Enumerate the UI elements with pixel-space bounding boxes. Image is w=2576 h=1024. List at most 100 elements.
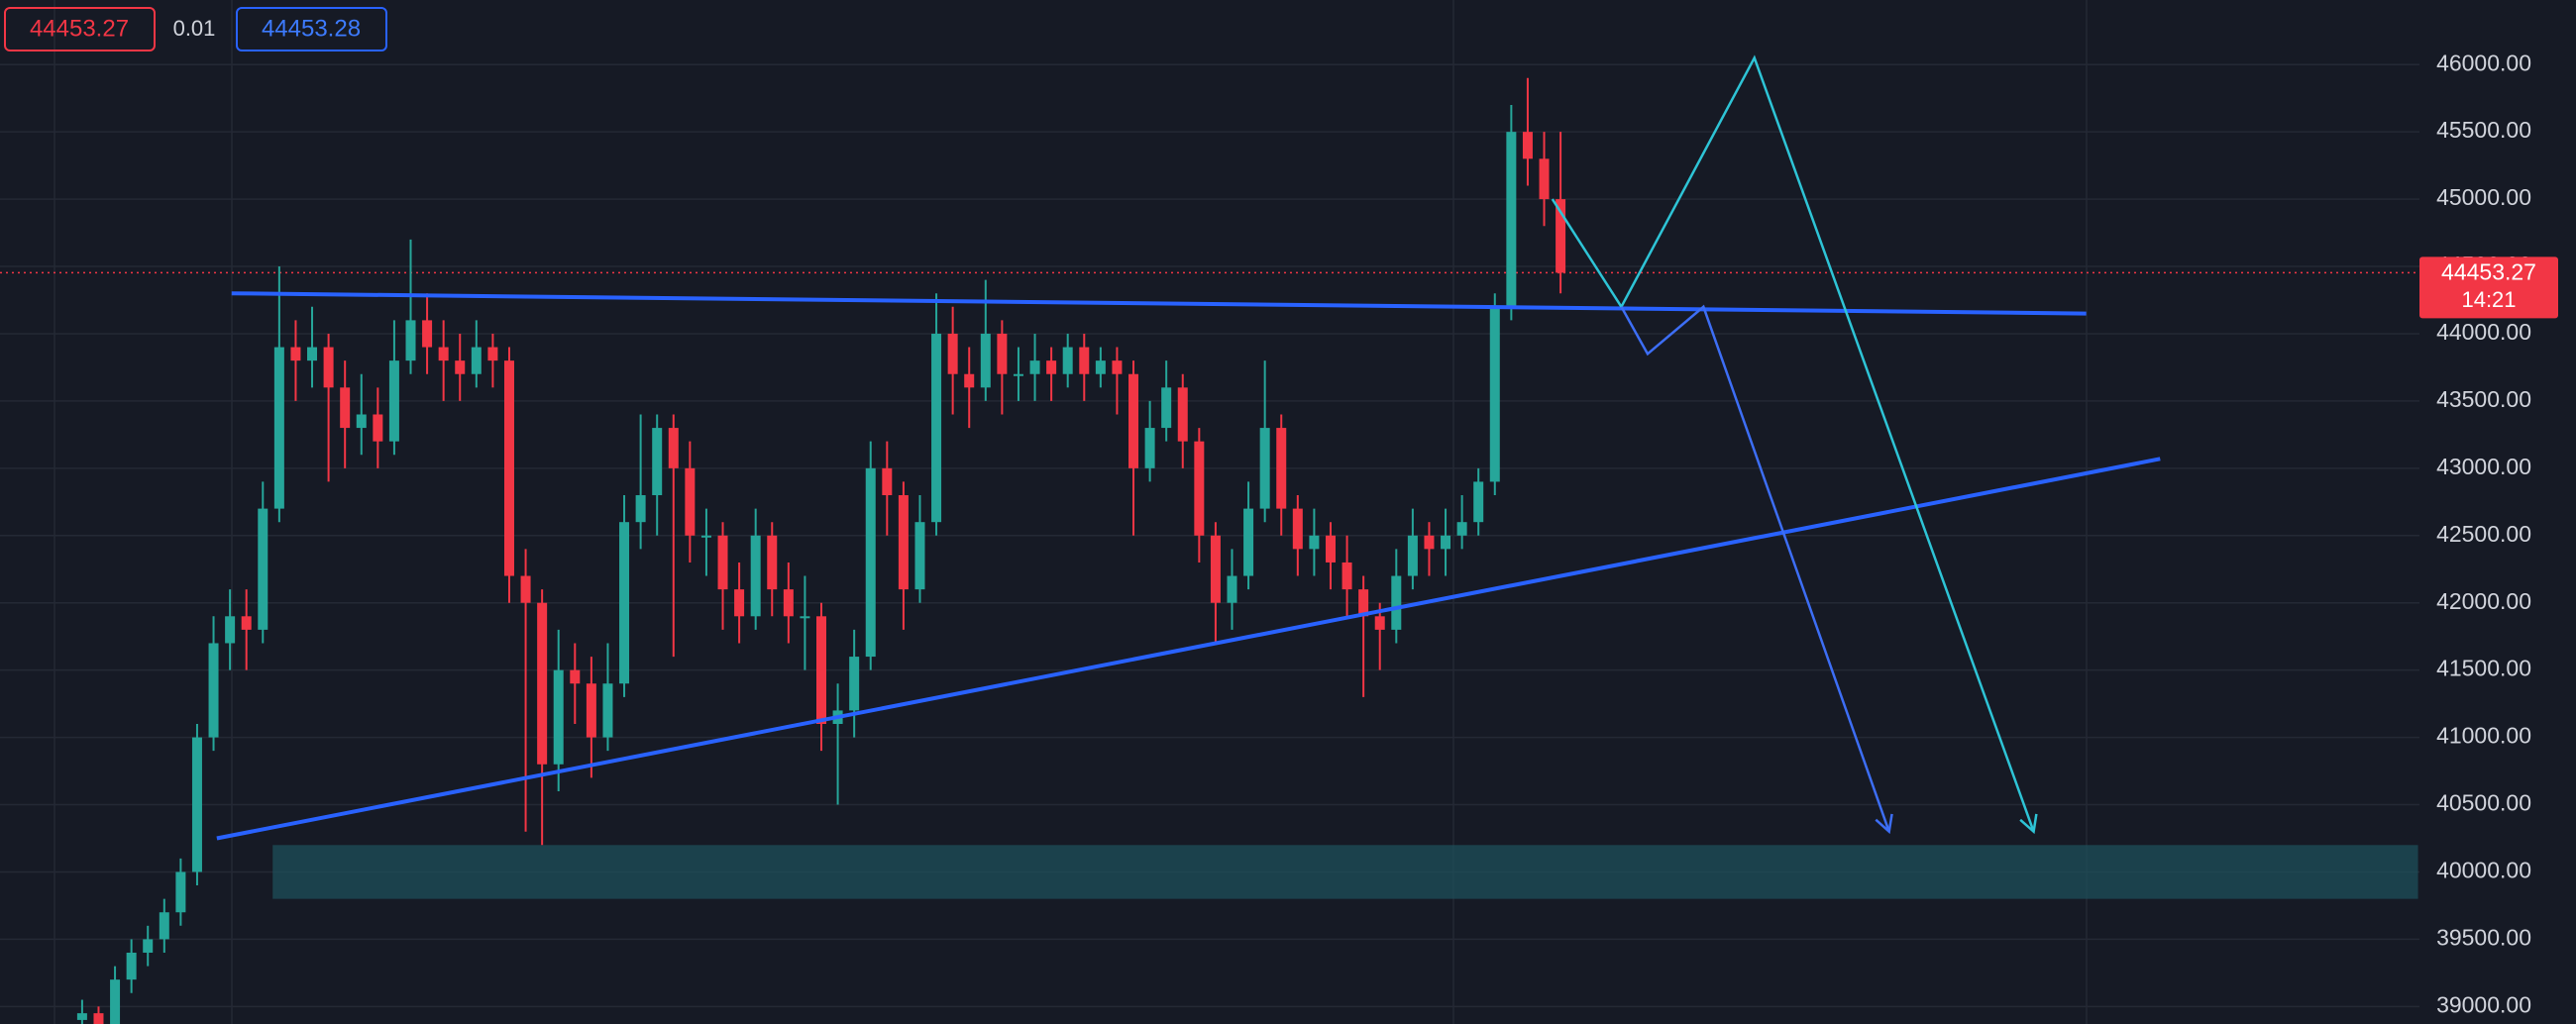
y-tick-label: 46000.00 [2436, 50, 2531, 75]
trend-line [216, 457, 2161, 841]
candle-body [980, 333, 991, 388]
candle-body [1441, 535, 1451, 550]
candle-body [1473, 481, 1484, 523]
candle-body [503, 360, 514, 576]
candle-body [1128, 373, 1139, 468]
candle-body [405, 320, 416, 361]
candle-body [1556, 199, 1566, 273]
candle-body [422, 320, 433, 348]
candle-body [1112, 360, 1123, 374]
candle-body [1342, 562, 1352, 590]
candle-body [816, 616, 826, 725]
candle-body [783, 589, 794, 617]
candle-body [882, 467, 893, 496]
bid-box[interactable] [4, 7, 156, 51]
plot [0, 54, 2419, 1024]
y-tick-label: 45000.00 [2436, 184, 2531, 210]
candle-body [241, 616, 252, 630]
candle-body [438, 347, 449, 361]
y-tick-label: 42000.00 [2436, 588, 2531, 614]
candle-body [1062, 347, 1073, 374]
candle-body [964, 373, 975, 388]
price-tag-value: 44453.27 [2441, 258, 2536, 284]
candle-body [553, 669, 564, 765]
candle-body [191, 737, 202, 872]
trend-line [231, 291, 2087, 316]
arrow-head [2019, 813, 2038, 835]
candle-body [865, 467, 876, 658]
candle-body [1539, 158, 1550, 200]
countdown: 14:21 [2461, 287, 2516, 312]
candle-body [273, 347, 284, 509]
candle-body [1046, 360, 1057, 374]
candle-body [750, 535, 761, 617]
candle-body [1259, 428, 1270, 509]
candle-body [126, 952, 137, 980]
candle-body [1456, 522, 1467, 536]
candle-body [849, 657, 860, 711]
candle-body [1424, 535, 1435, 550]
candle-body [931, 333, 942, 523]
y-tick-label: 42500.00 [2436, 521, 2531, 547]
y-tick-label: 40500.00 [2436, 790, 2531, 816]
candle-body [323, 347, 334, 388]
candle-body [356, 414, 367, 429]
candle-body [652, 428, 663, 496]
candle-body [1309, 535, 1320, 550]
trend-line [1620, 304, 1890, 833]
candle-body [208, 643, 219, 738]
candle-body [1227, 575, 1237, 603]
candle-body [455, 360, 466, 374]
candle-body [93, 1013, 104, 1024]
y-tick-label: 39500.00 [2436, 924, 2531, 950]
candle-body [487, 347, 498, 361]
candle-body [997, 333, 1008, 374]
candle-body [373, 414, 383, 442]
candle-body [898, 495, 909, 590]
candle-body [1210, 535, 1221, 603]
candle-body [914, 522, 925, 590]
y-tick-label: 43000.00 [2436, 454, 2531, 479]
candle-body [1079, 347, 1090, 374]
candle-body [159, 912, 169, 940]
candle-body [734, 589, 745, 617]
candle-body [1243, 508, 1254, 576]
ask[interactable]: 44453.28 [262, 15, 361, 42]
candle-body [290, 347, 301, 361]
candle-body [570, 669, 581, 684]
hud: 44453.27 0.01 44453.28 [4, 7, 387, 51]
candle-body [258, 508, 268, 630]
price-tag [2419, 256, 2558, 319]
candle-body [1407, 535, 1418, 576]
candle-body [685, 467, 696, 536]
y-tick-label: 41500.00 [2436, 656, 2531, 681]
candle-body [1144, 428, 1155, 468]
candle-body [602, 683, 613, 738]
candle-body [1325, 535, 1336, 563]
candle-body [1194, 441, 1205, 536]
candle-body [1029, 360, 1040, 374]
candle-body [225, 616, 236, 644]
candle-body [1276, 428, 1287, 509]
candle-body [1489, 306, 1500, 482]
bid[interactable]: 44453.27 [30, 15, 129, 42]
arrow-head [1875, 813, 1893, 835]
candle-body [668, 428, 679, 468]
spread: 0.01 [173, 16, 216, 41]
candle-body [143, 939, 154, 953]
candle-body [175, 871, 186, 913]
candle-body [1522, 132, 1533, 159]
ask-box[interactable] [236, 7, 387, 51]
y-tick-label: 39000.00 [2436, 991, 2531, 1017]
candle-body [586, 683, 596, 738]
candle-body [1374, 616, 1385, 630]
candle-body [1506, 132, 1517, 307]
y-tick-label: 45500.00 [2436, 117, 2531, 143]
candle-body [307, 347, 318, 361]
candle-body [1161, 387, 1172, 429]
candle-body [1358, 589, 1369, 617]
y-tick-label: 43500.00 [2436, 386, 2531, 412]
y-tick-label: 40000.00 [2436, 858, 2531, 883]
